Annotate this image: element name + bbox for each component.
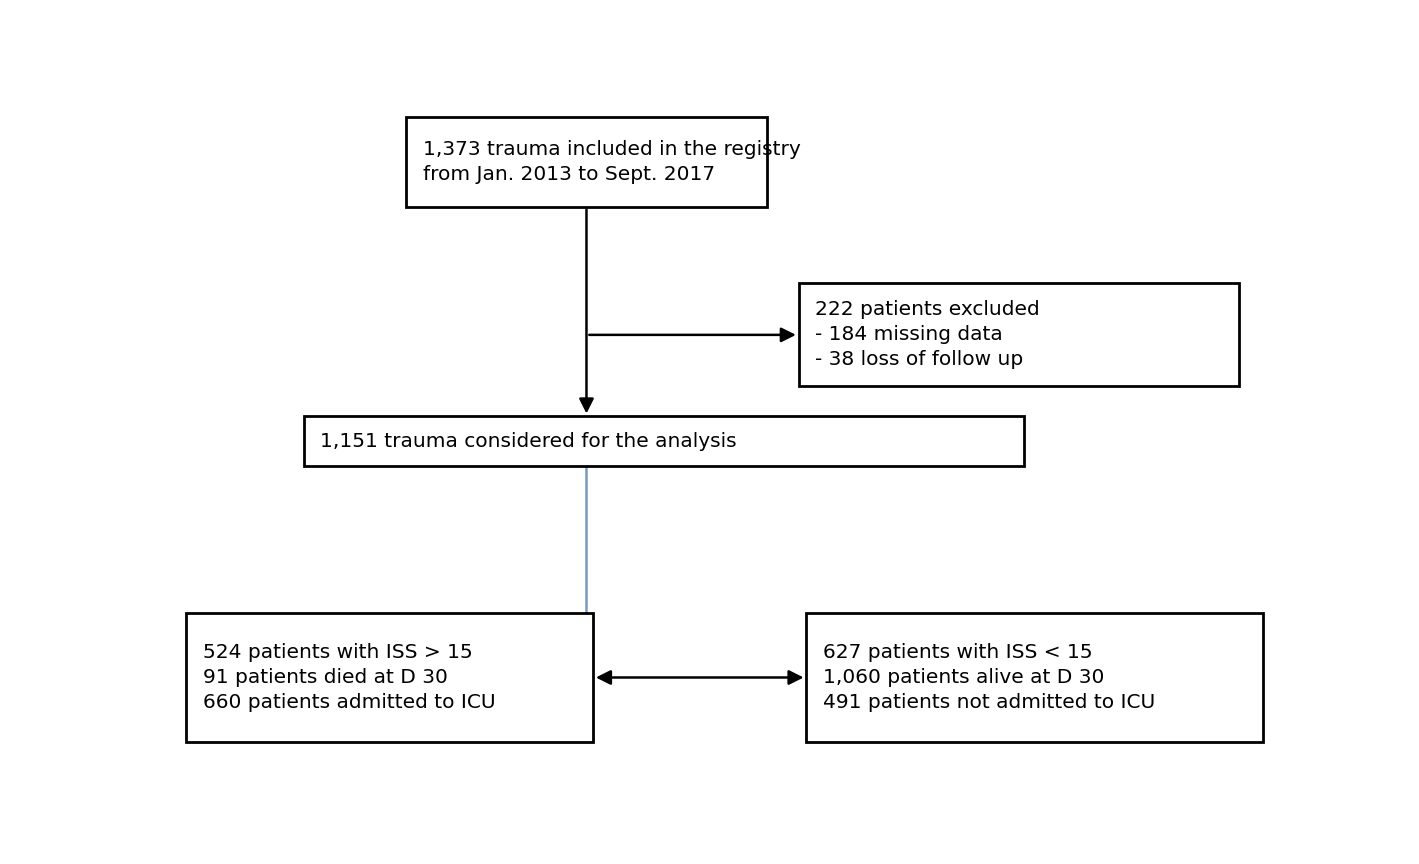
Text: 627 patients with ISS < 15
1,060 patients alive at D 30
491 patients not admitte: 627 patients with ISS < 15 1,060 patient… [823,643,1155,712]
FancyBboxPatch shape [186,613,593,742]
Text: 1,373 trauma included in the registry
from Jan. 2013 to Sept. 2017: 1,373 trauma included in the registry fr… [423,140,800,184]
Text: 1,151 trauma considered for the analysis: 1,151 trauma considered for the analysis [321,432,736,451]
FancyBboxPatch shape [304,416,1025,467]
FancyBboxPatch shape [799,283,1239,386]
Text: 222 patients excluded
- 184 missing data
- 38 loss of follow up: 222 patients excluded - 184 missing data… [815,301,1040,370]
FancyBboxPatch shape [806,613,1263,742]
Text: 524 patients with ISS > 15
91 patients died at D 30
660 patients admitted to ICU: 524 patients with ISS > 15 91 patients d… [203,643,495,712]
FancyBboxPatch shape [406,117,766,206]
